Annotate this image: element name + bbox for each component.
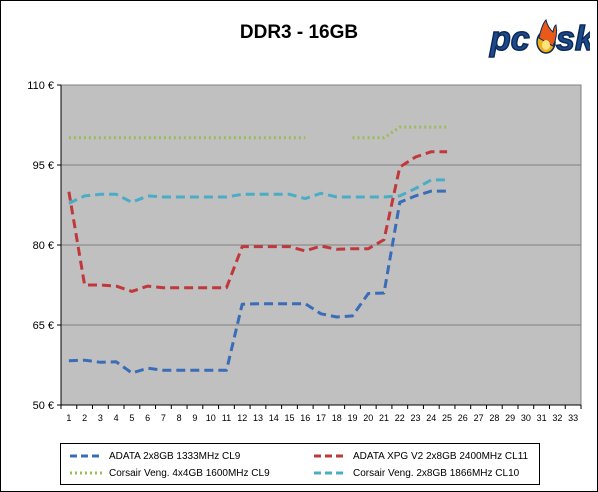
x-tick-label: 22: [395, 413, 405, 423]
legend-label: Corsair Veng. 2x8GB 1866MHz CL10: [353, 467, 520, 479]
x-tick-label: 10: [206, 413, 216, 423]
y-tick-label: 50 €: [33, 400, 54, 412]
x-tick-label: 1: [66, 413, 71, 423]
y-axis-ticks: 50 € 65 € 80 € 95 € 110 €: [27, 80, 61, 412]
x-tick-label: 20: [363, 413, 373, 423]
pcosk-logo: pc sk: [488, 19, 590, 59]
x-tick-label: 16: [300, 413, 310, 423]
x-tick-label: 29: [505, 413, 515, 423]
x-tick-label: 15: [284, 413, 294, 423]
legend-item: ADATA 2x8GB 1333MHz CL9: [69, 448, 240, 464]
x-tick-label: 17: [316, 413, 326, 423]
legend-swatch: [70, 471, 102, 475]
x-tick-label: 19: [348, 413, 358, 423]
series-line: [67, 150, 448, 293]
series-line: [68, 189, 448, 375]
x-tick-label: 4: [114, 413, 119, 423]
x-tick-label: 8: [177, 413, 182, 423]
x-tick-label: 13: [253, 413, 263, 423]
x-tick-label: 28: [489, 413, 499, 423]
x-tick-label: 5: [129, 413, 134, 423]
y-tick-label: 80 €: [33, 240, 54, 252]
x-tick-label: 23: [411, 413, 421, 423]
x-tick-label: 6: [145, 413, 150, 423]
x-tick-label: 25: [442, 413, 452, 423]
legend-label: Corsair Veng. 4x4GB 1600MHz CL9: [109, 467, 270, 479]
gridlines: [61, 164, 581, 326]
x-tick-label: 31: [537, 413, 547, 423]
series-lines: [67, 125, 448, 375]
x-tick-label: 11: [222, 413, 231, 423]
chart-legend: ADATA 2x8GB 1333MHz CL9 ADATA XPG V2 2x8…: [60, 443, 540, 485]
x-axis-ticks: 1 2 3 4 5 6 7 8 9 10 11 12 13 14 15 16 17 18 19 20 21 22 23 24 2…: [60, 405, 582, 423]
x-tick-label: 9: [192, 413, 197, 423]
x-tick-label: 33: [568, 413, 578, 423]
y-tick-label: 65 €: [33, 320, 54, 332]
legend-label: ADATA 2x8GB 1333MHz CL9: [109, 450, 241, 462]
x-tick-label: 14: [269, 413, 279, 423]
x-tick-label: 18: [332, 413, 342, 423]
y-tick-label: 110 €: [27, 80, 54, 92]
x-tick-label: 21: [379, 413, 389, 423]
flame-icon: [536, 19, 558, 54]
legend-item: ADATA XPG V2 2x8GB 2400MHz CL11: [313, 448, 528, 464]
legend-swatch: [314, 471, 346, 475]
svg-text:pc: pc: [489, 20, 530, 58]
svg-text:sk: sk: [556, 20, 590, 58]
series-line: [68, 178, 448, 205]
x-tick-label: 32: [552, 413, 562, 423]
x-tick-label: 2: [82, 413, 87, 423]
legend-item: Corsair Veng. 2x8GB 1866MHz CL10: [313, 465, 519, 481]
x-tick-label: 7: [161, 413, 166, 423]
series-line: [352, 125, 448, 140]
x-tick-label: 30: [521, 413, 531, 423]
legend-swatch: [70, 454, 102, 458]
y-tick-label: 95 €: [33, 160, 54, 172]
legend-swatch: [314, 454, 346, 458]
x-tick-label: 24: [426, 413, 436, 423]
x-tick-label: 26: [458, 413, 468, 423]
legend-item: Corsair Veng. 4x4GB 1600MHz CL9: [69, 465, 270, 481]
x-tick-label: 12: [237, 413, 247, 423]
legend-label: ADATA XPG V2 2x8GB 2400MHz CL11: [353, 450, 529, 462]
chart-title: DDR3 - 16GB: [239, 22, 359, 43]
x-tick-label: 27: [474, 413, 484, 423]
x-tick-label: 3: [98, 413, 103, 423]
